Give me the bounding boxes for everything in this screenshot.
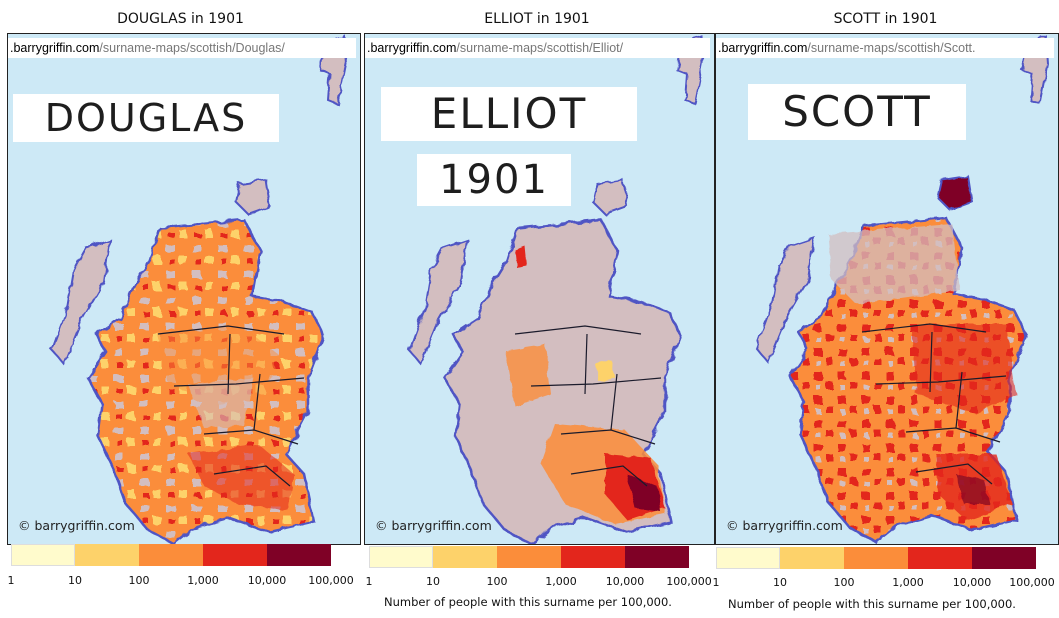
copyright-label: © barrygriffin.com [726, 518, 843, 533]
tick-10: 10 [773, 576, 787, 589]
legend-swatch-3 [139, 544, 203, 566]
tick-10000: 10,000 [952, 576, 992, 589]
legend-swatch-1 [11, 544, 75, 566]
color-legend [369, 546, 689, 570]
county-borders [861, 323, 1007, 485]
tick-100000: 100,000 [1009, 576, 1055, 589]
county-borders [514, 325, 662, 487]
tick-10: 10 [426, 575, 440, 588]
tick-10000: 10,000 [247, 574, 287, 587]
map-frame: .barrygriffin.com/surname-maps/scottish/… [715, 33, 1059, 545]
map-frame: .barrygriffin.com/surname-maps/scottish/… [7, 33, 361, 545]
color-legend [716, 547, 1036, 571]
landmass [754, 34, 1050, 544]
legend-swatch-4 [203, 544, 267, 566]
tick-100000: 100,000 [308, 574, 354, 587]
tick-1000: 1,000 [187, 574, 219, 587]
legend-swatch-2 [75, 544, 139, 566]
tick-1000: 1,000 [892, 576, 924, 589]
legend-swatch-1 [716, 547, 780, 569]
tick-100000: 100,000 [666, 575, 712, 588]
legend-swatch-3 [497, 546, 561, 568]
panel-title: SCOTT in 1901 [833, 11, 938, 27]
copyright-label: © barrygriffin.com [18, 518, 135, 533]
legend-swatch-5 [625, 546, 689, 568]
legend-swatch-4 [908, 547, 972, 569]
legend-swatch-4 [561, 546, 625, 568]
legend-swatch-3 [844, 547, 908, 569]
scotland-map [407, 34, 705, 544]
surname-label: DOUGLAS [13, 94, 279, 142]
legend-ticks: 1 10 100 1,000 10,000 100,000 [365, 575, 712, 589]
url-bar: .barrygriffin.com/surname-maps/scottish/… [365, 38, 710, 58]
landmass [407, 34, 705, 544]
tick-1: 1 [365, 575, 373, 588]
county-borders [157, 325, 305, 487]
legend-caption: Number of people with this surname per 1… [384, 595, 672, 609]
panel-title: DOUGLAS in 1901 [117, 11, 244, 27]
tick-100: 100 [128, 574, 150, 587]
legend-swatch-1 [369, 546, 433, 568]
surname-label: SCOTT [748, 84, 966, 140]
legend-ticks: 1 10 100 1,000 10,000 100,000 [7, 574, 354, 588]
legend-swatch-2 [433, 546, 497, 568]
map-panel-scott: SCOTT in 1901 [712, 0, 1059, 618]
landmass [50, 34, 348, 544]
tick-1: 1 [712, 576, 720, 589]
tick-100: 100 [486, 575, 508, 588]
tick-100: 100 [833, 576, 855, 589]
map-panel-elliot: ELLIOT in 1901 [360, 0, 715, 618]
copyright-label: © barrygriffin.com [375, 518, 492, 533]
map-panel-douglas: DOUGLAS in 1901 [0, 0, 361, 618]
url-bar: .barrygriffin.com/surname-maps/scottish/… [716, 38, 1054, 58]
legend-swatch-2 [780, 547, 844, 569]
legend-swatch-5 [972, 547, 1036, 569]
legend-ticks: 1 10 100 1,000 10,000 100,000 [712, 576, 1055, 590]
tick-10000: 10,000 [605, 575, 645, 588]
tick-1: 1 [7, 574, 15, 587]
legend-caption: Number of people with this surname per 1… [728, 597, 1016, 611]
tick-10: 10 [68, 574, 82, 587]
url-bar: .barrygriffin.com/surname-maps/scottish/… [8, 38, 356, 58]
tick-1000: 1,000 [545, 575, 577, 588]
color-legend [11, 544, 331, 568]
map-frame: .barrygriffin.com/surname-maps/scottish/… [364, 33, 715, 545]
surname-label: ELLIOT [381, 87, 637, 141]
year-label: 1901 [417, 154, 571, 206]
scotland-map [754, 34, 1050, 544]
scotland-map [50, 34, 348, 544]
legend-swatch-5 [267, 544, 331, 566]
panel-title: ELLIOT in 1901 [484, 11, 590, 27]
